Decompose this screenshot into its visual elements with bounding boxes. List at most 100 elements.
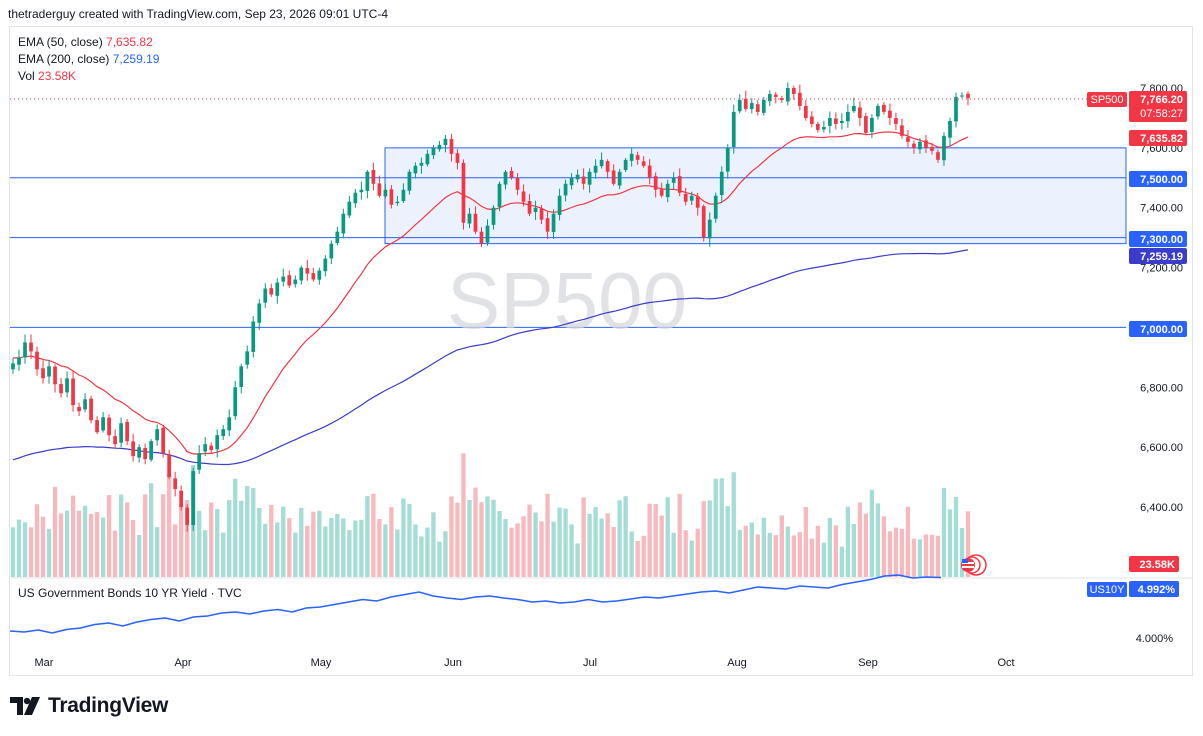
candle	[83, 393, 87, 413]
candle	[215, 429, 220, 458]
volume-bar	[317, 510, 322, 577]
ema200-value: 7,259.19	[112, 52, 160, 66]
time-axis[interactable]: Mar Apr May Jun Jul Aug Sep Oct	[35, 657, 1015, 669]
candle	[125, 419, 129, 446]
volume-label: Vol	[18, 69, 35, 83]
consolidation-range-box[interactable]	[384, 147, 1127, 245]
candle-body	[221, 429, 226, 436]
candle-body	[617, 171, 622, 186]
candle	[767, 90, 772, 107]
volume-bar	[124, 502, 130, 577]
candle-body	[852, 105, 856, 112]
candle	[275, 278, 280, 304]
volume-bar	[491, 499, 496, 577]
candle-body	[413, 165, 418, 174]
legend-volume[interactable]: Vol 23.58K	[18, 68, 159, 85]
volume-bar	[142, 494, 148, 577]
candle-body	[35, 351, 39, 370]
candle	[95, 416, 99, 435]
candle-body	[725, 147, 730, 172]
candle	[371, 162, 376, 191]
candle	[119, 417, 123, 448]
candle	[924, 134, 928, 154]
candle	[233, 380, 238, 420]
candle	[395, 196, 400, 206]
legend-ema50[interactable]: EMA (50, close) 7,635.82	[18, 34, 159, 51]
candle	[287, 270, 292, 288]
candle-body	[695, 196, 700, 208]
volume-bar	[467, 499, 472, 577]
candle	[713, 192, 718, 223]
candle-body	[113, 436, 117, 445]
volume-bar	[785, 526, 790, 577]
candle-body	[870, 117, 874, 132]
svg-text:7,259.19: 7,259.19	[1140, 251, 1183, 263]
candle	[329, 240, 334, 265]
volume-bar	[281, 506, 286, 577]
candle-body	[665, 183, 670, 198]
candle	[695, 192, 700, 216]
volume-bar	[671, 532, 676, 577]
candle-body	[179, 490, 184, 507]
price-axis[interactable]: 7,800.007,600.007,400.007,200.006,800.00…	[1140, 83, 1183, 514]
candle-body	[461, 162, 466, 223]
legend-ema200[interactable]: EMA (200, close) 7,259.19	[18, 51, 159, 68]
volume-bar	[707, 500, 712, 577]
candle	[185, 504, 190, 532]
volume-bar	[383, 524, 388, 577]
volume-bar	[797, 531, 802, 577]
horizontal-levels	[10, 177, 1126, 328]
volume-bar	[299, 507, 304, 577]
svg-text:7,766.20: 7,766.20	[1140, 94, 1183, 106]
candle-body	[53, 366, 57, 385]
candle-body	[257, 303, 262, 323]
volume-bar	[809, 538, 814, 577]
svg-text:7,300.00: 7,300.00	[1140, 234, 1183, 246]
volume-bar	[173, 524, 178, 577]
price-axis-label: 6,600.00	[1140, 442, 1183, 454]
volume-bar	[887, 531, 893, 577]
volume-bar	[563, 508, 568, 577]
volume-bar	[557, 507, 562, 577]
volume-bar	[335, 513, 340, 577]
time-axis-label: Sep	[858, 657, 878, 669]
chart-attribution: thetraderguy created with TradingView.co…	[8, 7, 388, 21]
candle-body	[737, 99, 742, 112]
volume-bar	[719, 478, 724, 577]
tradingview-logo[interactable]: TradingView	[10, 694, 168, 718]
volume-bar	[533, 512, 538, 577]
level-tag-7000: 7,000.00	[1129, 321, 1187, 337]
candle	[707, 212, 712, 247]
volume-bar	[839, 546, 845, 577]
candle	[23, 334, 27, 364]
candle	[755, 100, 760, 116]
candle-body	[479, 231, 484, 244]
candle	[299, 265, 304, 285]
candle-body	[395, 201, 400, 204]
candle-body	[683, 193, 688, 202]
volume-bar	[341, 518, 346, 577]
economic-event-flag-icon[interactable]	[961, 554, 987, 576]
candle	[581, 168, 586, 190]
candle-body	[185, 507, 190, 525]
volume-bar	[389, 507, 394, 577]
volume-bar	[863, 513, 869, 577]
candle	[335, 226, 340, 246]
candle	[389, 185, 394, 209]
candle	[852, 97, 856, 114]
candle	[539, 204, 544, 225]
candle-body	[299, 267, 304, 281]
volume-bar	[443, 531, 448, 577]
time-axis-label: Jul	[583, 657, 597, 669]
candle-body	[888, 110, 892, 118]
candle-body	[521, 191, 526, 202]
candle	[347, 195, 352, 218]
volume-bar	[803, 507, 808, 577]
candle	[101, 412, 105, 433]
volume-bar	[623, 496, 628, 577]
volume-bar	[581, 497, 586, 577]
volume-bar	[203, 530, 208, 577]
candle	[71, 370, 75, 412]
candle-body	[557, 195, 562, 215]
